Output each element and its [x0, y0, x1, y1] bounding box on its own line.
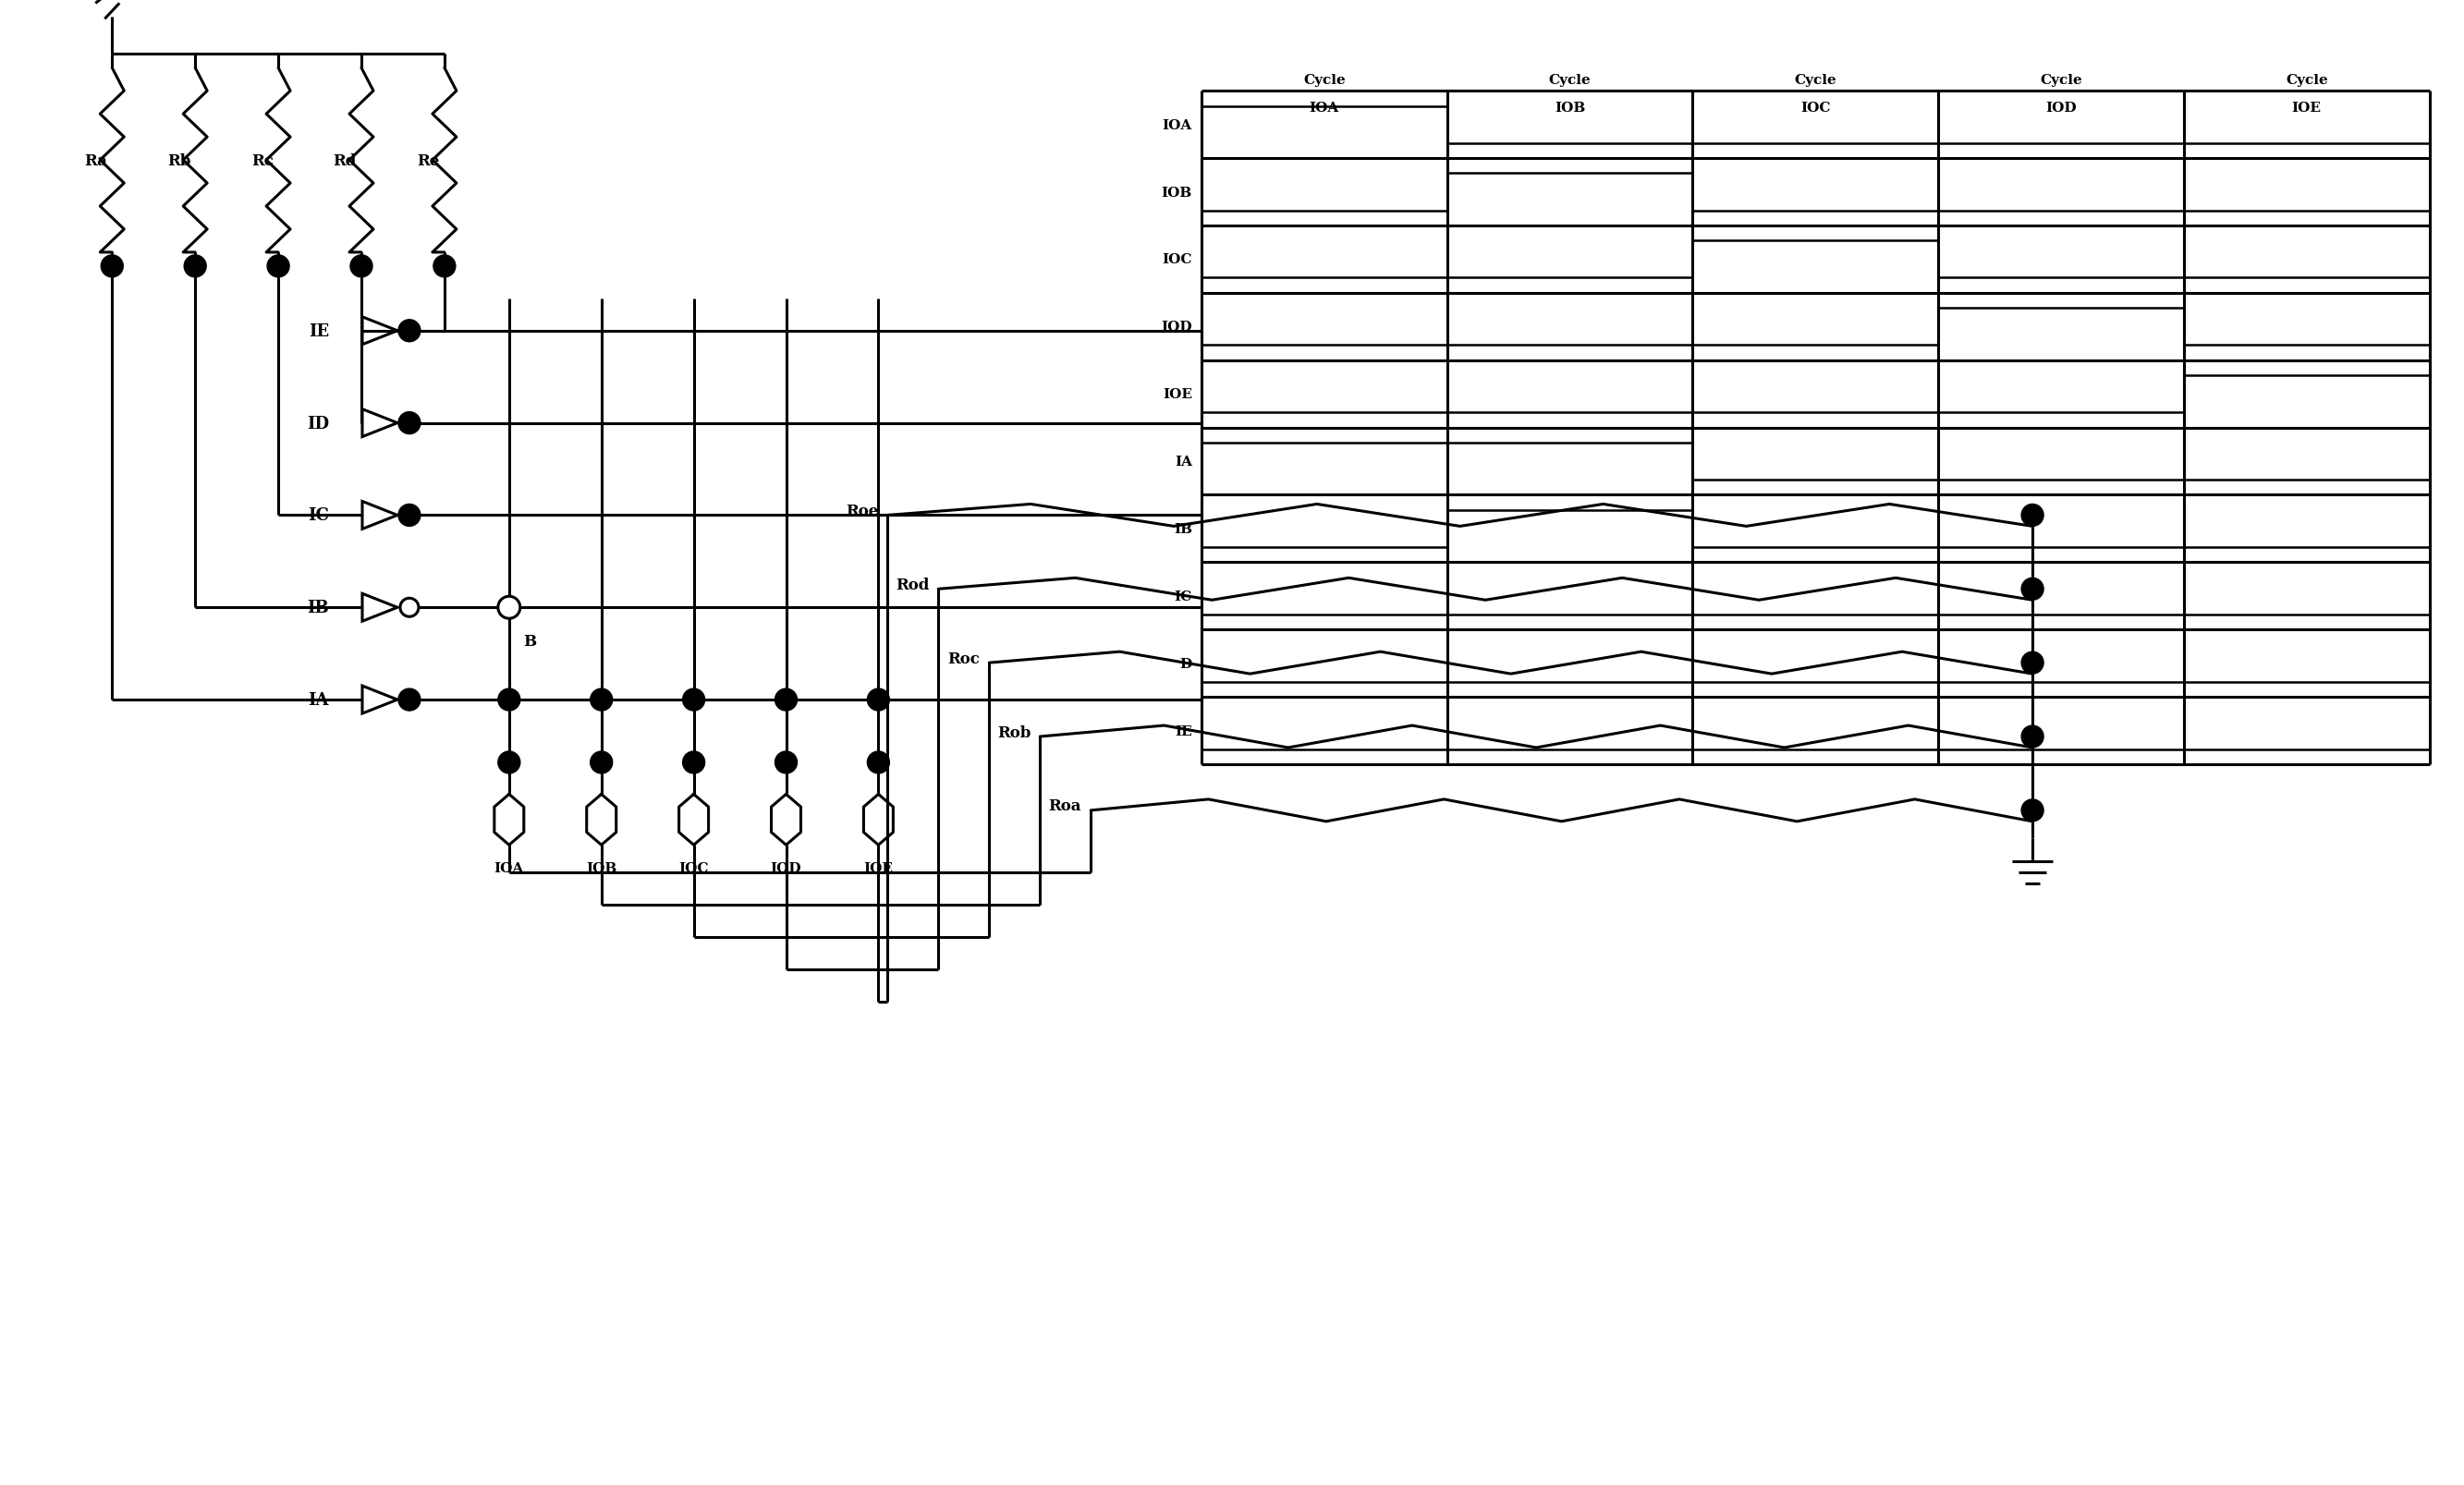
Circle shape: [2020, 799, 2043, 821]
Circle shape: [683, 689, 705, 711]
Text: Roe: Roe: [845, 503, 877, 518]
Text: IOD: IOD: [1161, 321, 1193, 334]
Text: B: B: [522, 634, 537, 649]
Text: IB: IB: [308, 600, 330, 616]
Text: IOC: IOC: [1163, 254, 1193, 266]
Text: IOD: IOD: [2045, 102, 2077, 114]
Text: Rd: Rd: [333, 153, 357, 169]
Circle shape: [498, 597, 520, 619]
Text: Cycle: Cycle: [2040, 74, 2082, 88]
Text: Cycle: Cycle: [2287, 74, 2328, 88]
Circle shape: [776, 689, 798, 711]
Text: Re: Re: [416, 153, 441, 169]
Text: IOE: IOE: [862, 861, 892, 875]
Circle shape: [2020, 726, 2043, 748]
Text: IOB: IOB: [1555, 102, 1584, 114]
Circle shape: [867, 751, 890, 774]
Text: IOC: IOC: [1801, 102, 1831, 114]
Circle shape: [498, 751, 520, 774]
Text: Cycle: Cycle: [1794, 74, 1836, 88]
Circle shape: [2020, 578, 2043, 600]
Circle shape: [350, 255, 372, 278]
Text: Roa: Roa: [1050, 799, 1082, 814]
Text: IOB: IOB: [586, 861, 616, 875]
Text: IOC: IOC: [678, 861, 710, 875]
Text: Rod: Rod: [894, 578, 929, 593]
Text: ID: ID: [306, 416, 330, 432]
Text: IOA: IOA: [1308, 102, 1340, 114]
Text: IOA: IOA: [495, 861, 525, 875]
Text: IE: IE: [308, 324, 330, 340]
Text: IC: IC: [1175, 590, 1193, 603]
Circle shape: [776, 751, 798, 774]
Text: IA: IA: [308, 692, 330, 708]
Circle shape: [2020, 652, 2043, 674]
Text: IOE: IOE: [2292, 102, 2321, 114]
Circle shape: [185, 255, 207, 278]
Text: IA: IA: [1175, 456, 1193, 468]
Circle shape: [591, 689, 614, 711]
Text: Rob: Rob: [998, 725, 1030, 740]
Circle shape: [399, 321, 421, 343]
Circle shape: [2020, 505, 2043, 527]
Circle shape: [498, 689, 520, 711]
Circle shape: [591, 751, 614, 774]
Circle shape: [266, 255, 288, 278]
Text: IB: IB: [1173, 523, 1193, 536]
Circle shape: [399, 598, 419, 618]
Text: Rb: Rb: [168, 153, 190, 169]
Text: Roc: Roc: [949, 650, 981, 667]
Text: Cycle: Cycle: [1550, 74, 1592, 88]
Circle shape: [399, 413, 421, 435]
Circle shape: [867, 689, 890, 711]
Text: IOA: IOA: [1163, 119, 1193, 132]
Text: IOB: IOB: [1161, 186, 1193, 199]
Text: Ra: Ra: [84, 153, 108, 169]
Circle shape: [399, 689, 421, 711]
Text: Cycle: Cycle: [1303, 74, 1345, 88]
Circle shape: [683, 751, 705, 774]
Text: D: D: [1180, 658, 1193, 670]
Text: IOD: IOD: [771, 861, 801, 875]
Text: Rc: Rc: [251, 153, 274, 169]
Text: IOE: IOE: [1163, 388, 1193, 401]
Circle shape: [101, 255, 123, 278]
Circle shape: [434, 255, 456, 278]
Text: IE: IE: [1175, 725, 1193, 738]
Circle shape: [399, 505, 421, 527]
Text: IC: IC: [308, 508, 330, 524]
